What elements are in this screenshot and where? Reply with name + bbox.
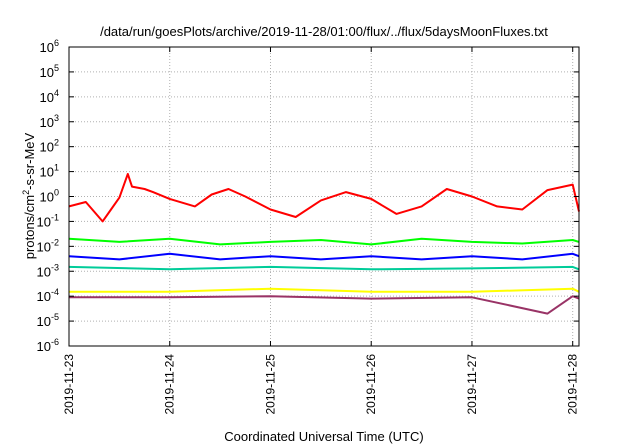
y-tick-base: 10 — [40, 65, 54, 80]
y-tick-exponent: -3 — [51, 262, 59, 272]
y-tick-base: 10 — [37, 239, 51, 254]
y-tick-label: 100 — [40, 188, 59, 205]
y-axis-label-sup: 2 — [21, 190, 31, 195]
y-axis-label-pre: protons/cm — [22, 195, 37, 259]
y-tick-exponent: -1 — [51, 212, 59, 222]
x-tick-label: 2019-11-23 — [62, 354, 76, 415]
y-tick-base: 10 — [37, 214, 51, 229]
y-axis-label: protons/cm2-s-sr-MeV — [21, 132, 37, 259]
y-tick-base: 10 — [40, 90, 54, 105]
x-tick-label: 2019-11-25 — [263, 354, 277, 415]
chart-title: /data/run/goesPlots/archive/2019-11-28/0… — [100, 24, 548, 39]
y-tick-base: 10 — [37, 289, 51, 304]
series-line-3 — [68, 265, 580, 271]
x-tick-label: 2019-11-26 — [364, 354, 378, 415]
y-tick-label: 104 — [40, 88, 59, 105]
x-tick-label: 2019-11-27 — [465, 354, 479, 415]
y-tick-base: 10 — [40, 115, 54, 130]
y-tick-label: 105 — [40, 63, 59, 80]
y-axis-label-post: -s-sr-MeV — [22, 132, 37, 189]
y-tick-exponent: 4 — [54, 88, 59, 98]
x-tick-label: 2019-11-24 — [163, 354, 177, 415]
y-tick-base: 10 — [40, 40, 54, 55]
y-ticks: 10-610-510-410-310-210-11001011021031041… — [37, 38, 579, 354]
series-line-2 — [68, 237, 580, 246]
grid-lines — [68, 46, 579, 347]
series-line-4 — [68, 252, 580, 261]
y-tick-label: 10-3 — [37, 262, 59, 279]
y-tick-base: 10 — [37, 339, 51, 354]
y-tick-exponent: -2 — [51, 237, 59, 247]
y-tick-base: 10 — [37, 314, 51, 329]
y-tick-exponent: 1 — [54, 163, 59, 173]
y-tick-exponent: -5 — [51, 312, 59, 322]
y-tick-base: 10 — [40, 190, 54, 205]
y-tick-exponent: -4 — [51, 287, 59, 297]
y-tick-exponent: 0 — [54, 188, 59, 198]
y-tick-exponent: 3 — [54, 113, 59, 123]
y-tick-exponent: 2 — [54, 138, 59, 148]
x-ticks: 2019-11-23 2019-11-24 2019-11-25 2019-11-26… — [62, 47, 580, 415]
series-line-6 — [69, 295, 580, 315]
y-tick-base: 10 — [37, 264, 51, 279]
y-tick-label: 103 — [40, 113, 59, 130]
y-tick-label: 102 — [40, 138, 59, 155]
x-tick-label: 2019-11-28 — [566, 354, 580, 415]
series-lines — [68, 173, 580, 315]
y-tick-base: 10 — [40, 140, 54, 155]
y-tick-label: 101 — [40, 163, 59, 180]
y-tick-exponent: 6 — [54, 38, 59, 48]
y-tick-label: 10-5 — [37, 312, 59, 329]
y-tick-label: 10-2 — [37, 237, 59, 254]
series-line-5 — [69, 287, 580, 293]
y-tick-exponent: -6 — [51, 337, 59, 347]
x-axis-label: Coordinated Universal Time (UTC) — [224, 429, 423, 444]
series-line-1 — [68, 173, 580, 223]
y-tick-base: 10 — [40, 165, 54, 180]
y-tick-exponent: 5 — [54, 63, 59, 73]
y-tick-label: 10-4 — [37, 287, 59, 304]
y-tick-label: 106 — [40, 38, 59, 55]
y-tick-label: 10-1 — [37, 212, 59, 229]
y-tick-label: 10-6 — [37, 337, 59, 354]
